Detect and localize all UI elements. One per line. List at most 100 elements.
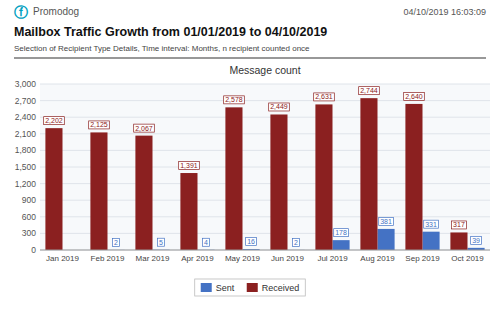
chart: ⓕPromodog04/10/2019 16:03:09Mailbox Traf… <box>0 0 500 313</box>
bar <box>45 128 62 250</box>
data-label-box <box>269 103 290 111</box>
legend-item: Received <box>247 283 300 293</box>
data-label-box <box>471 236 482 244</box>
data-label: 1,391 <box>179 162 200 170</box>
data-label-text: 317 <box>453 221 465 228</box>
y-tick-label: 1,500 <box>15 162 37 172</box>
data-label-text: 2,449 <box>270 103 288 110</box>
data-label-text: 1,391 <box>180 162 198 169</box>
data-label-text: 5 <box>159 239 163 246</box>
bar <box>90 132 107 250</box>
bar <box>135 136 152 250</box>
legend-item: Sent <box>201 283 235 293</box>
data-label-text: 2,202 <box>45 117 63 124</box>
data-label-text: 178 <box>335 229 347 236</box>
y-tick-label: 300 <box>22 228 36 238</box>
data-label: 2,744 <box>359 87 380 95</box>
y-tick-label: 2,400 <box>15 112 37 122</box>
data-label: 381 <box>379 217 394 225</box>
y-tick-label: 1,800 <box>15 145 37 155</box>
bar <box>225 107 242 250</box>
data-label-box <box>334 229 349 237</box>
data-label-box <box>359 87 380 95</box>
data-label-text: 331 <box>425 221 437 228</box>
y-tick-label: 0 <box>31 245 36 255</box>
x-tick-label: Oct 2019 <box>451 254 484 263</box>
x-tick-label: Apr 2019 <box>181 254 214 263</box>
data-label-box <box>452 221 467 229</box>
data-label: 331 <box>424 220 439 228</box>
data-label-box <box>293 238 300 246</box>
legend-label: Sent <box>216 283 235 293</box>
x-axis: Jan 2019 Feb 2019 Mar 2019 Apr 2019 May 2019… <box>46 254 484 263</box>
data-label: 39 <box>471 236 482 244</box>
plot-background <box>40 84 490 250</box>
x-tick-label: May 2019 <box>225 254 261 263</box>
data-label-box <box>224 96 245 104</box>
legend-frame <box>195 279 306 296</box>
bar <box>423 232 440 250</box>
data-label: 2,125 <box>89 121 110 129</box>
data-label: 2 <box>113 238 120 246</box>
bar <box>270 114 287 250</box>
data-label-text: 2,744 <box>360 87 378 94</box>
chart-title: Message count <box>229 64 300 76</box>
data-label-text: 2,125 <box>90 121 108 128</box>
data-label-box <box>89 121 110 129</box>
data-label-box <box>134 124 155 132</box>
y-tick-label: 2,100 <box>15 129 37 139</box>
data-label-text: 16 <box>247 238 255 245</box>
data-label-text: 4 <box>204 239 208 246</box>
y-axis: 03006009001,2001,5001,8002,1002,4002,700… <box>15 79 490 255</box>
date-stamp: 04/10/2019 16:03:09 <box>403 7 486 17</box>
legend: Sent Received <box>195 279 306 296</box>
bar <box>450 232 467 250</box>
bar <box>405 104 422 250</box>
bar <box>378 229 395 250</box>
data-label: 5 <box>158 238 165 246</box>
data-label-box <box>179 162 200 170</box>
data-label: 2,578 <box>224 96 245 104</box>
x-axis-line <box>40 250 490 251</box>
data-label: 2,449 <box>269 103 290 111</box>
x-tick-label: Sep 2019 <box>405 254 440 263</box>
data-label-box <box>424 220 439 228</box>
y-tick-label: 1,200 <box>15 179 37 189</box>
grid-line <box>40 250 490 251</box>
bar <box>333 240 350 250</box>
data-label: 2,640 <box>404 92 425 100</box>
data-label: 2,631 <box>314 93 335 101</box>
grid-line <box>40 84 490 85</box>
data-label-box <box>44 117 65 125</box>
data-label-box <box>158 238 165 246</box>
legend-swatch <box>201 283 212 292</box>
data-label-box <box>113 238 120 246</box>
x-tick-label: Feb 2019 <box>91 254 125 263</box>
data-labels: 2 5 4 16 2 178 381 331 39 2,202 2,125 2,067 1,391 2,5… <box>44 87 482 247</box>
data-label-text: 2 <box>114 239 118 246</box>
data-label-box <box>314 93 335 101</box>
logo-text: Promodog <box>33 6 79 17</box>
x-tick-label: Aug 2019 <box>360 254 395 263</box>
data-label: 4 <box>203 238 210 246</box>
data-label: 2 <box>293 238 300 246</box>
bar <box>360 98 377 250</box>
x-tick-label: Mar 2019 <box>136 254 170 263</box>
y-tick-label: 600 <box>22 212 36 222</box>
data-label-box <box>246 238 257 246</box>
y-tick-label: 2,700 <box>15 96 37 106</box>
title: Mailbox Traffic Growth from 01/01/2019 t… <box>14 25 327 39</box>
y-tick-label: 3,000 <box>15 79 37 89</box>
data-label-box <box>379 217 394 225</box>
data-label-text: 381 <box>380 218 392 225</box>
data-label: 2,067 <box>134 124 155 132</box>
data-label: 2,202 <box>44 117 65 125</box>
bars <box>45 98 484 250</box>
data-label-box <box>203 238 210 246</box>
data-label-text: 2,640 <box>405 93 423 100</box>
x-tick-label: Jan 2019 <box>46 254 79 263</box>
data-label-text: 39 <box>472 237 480 244</box>
data-label-box <box>404 92 425 100</box>
data-label: 178 <box>334 229 349 237</box>
x-tick-label: Jun 2019 <box>271 254 304 263</box>
